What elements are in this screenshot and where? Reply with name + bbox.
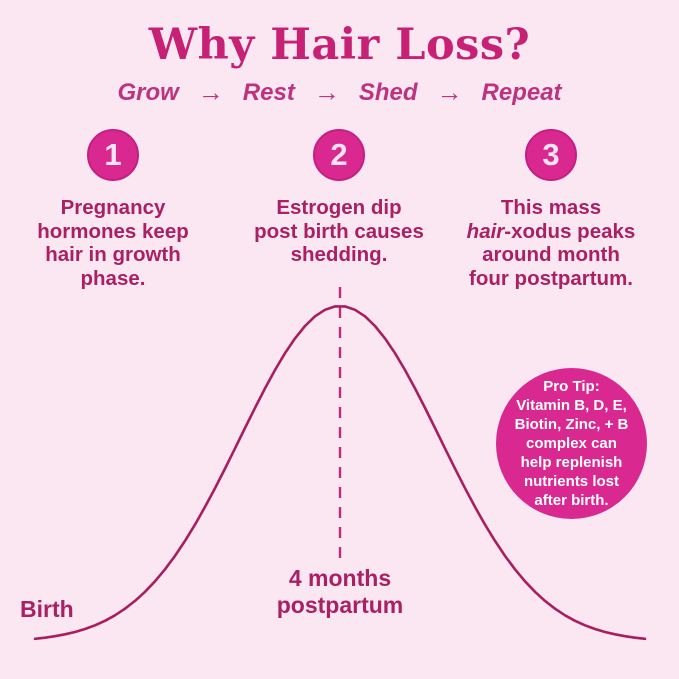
step-text-line: This mass [500, 196, 602, 219]
step-text-line: Pregnancy [60, 196, 166, 219]
pro-tip-line: help replenish [520, 454, 623, 471]
step-text-line: around month [482, 243, 620, 266]
pro-tip-line: Vitamin B, D, E, [516, 397, 627, 414]
step-2-text: Estrogen dip post birth causes shedding. [233, 196, 445, 267]
step-2-column: 2 Estrogen dip post birth causes shedding. [233, 129, 445, 267]
step-2-number-badge: 2 [313, 129, 365, 181]
cycle-step-rest: Rest [242, 79, 295, 106]
step-number: 3 [542, 137, 560, 172]
pro-tip-lines: Vitamin B, D, E, Biotin, Zinc, + B complex… [515, 396, 629, 510]
pro-tip-line: complex can [526, 435, 617, 452]
step-1-number-badge: 1 [87, 129, 139, 181]
step-number: 2 [330, 137, 348, 172]
page-title: Why Hair Loss? [148, 20, 531, 70]
arrow-right-icon: → [313, 77, 340, 107]
step-3-number-badge: 3 [525, 129, 577, 181]
pro-tip-badge: Pro Tip: Vitamin B, D, E, Biotin, Zinc, +… [496, 368, 647, 519]
step-text-line: shedding. [290, 243, 388, 266]
pro-tip-heading: Pro Tip: [543, 378, 600, 395]
pro-tip-line: nutrients lost [523, 473, 619, 490]
step-text-line: hair-xodus peaks [466, 219, 636, 243]
cycle-row: Grow → Rest → Shed → Repeat [0, 79, 679, 107]
cycle-step-repeat: Repeat [481, 79, 562, 106]
birth-label: Birth [20, 596, 74, 622]
cycle-step-grow: Grow [117, 79, 179, 106]
step-1-text: Pregnancy hormones keep hair in growth phas… [13, 196, 213, 290]
step-text-line: hair in growth [45, 243, 181, 266]
shedding-curve [33, 305, 647, 641]
step-text-line: phase. [80, 266, 146, 290]
pro-tip-line: after birth. [534, 492, 609, 509]
pro-tip-line: Biotin, Zinc, + B [514, 416, 629, 433]
peak-label: 4 months postpartum [276, 565, 404, 618]
step-text-line: post birth causes [254, 219, 424, 243]
arrow-right-icon: → [197, 77, 224, 107]
step-text-line: Estrogen dip [276, 196, 402, 219]
arrow-right-icon: → [436, 77, 463, 107]
step-text-line: four postpartum. [469, 266, 633, 290]
step-text-line: hormones keep [37, 219, 189, 243]
step-3-column: 3 This mass hair-xodus peaks around month f… [441, 129, 661, 290]
cycle-step-shed: Shed [358, 79, 418, 106]
step-1-column: 1 Pregnancy hormones keep hair in growth ph… [13, 129, 213, 290]
step-3-text: This mass hair-xodus peaks around month fou… [441, 196, 661, 290]
step-number: 1 [104, 137, 122, 172]
